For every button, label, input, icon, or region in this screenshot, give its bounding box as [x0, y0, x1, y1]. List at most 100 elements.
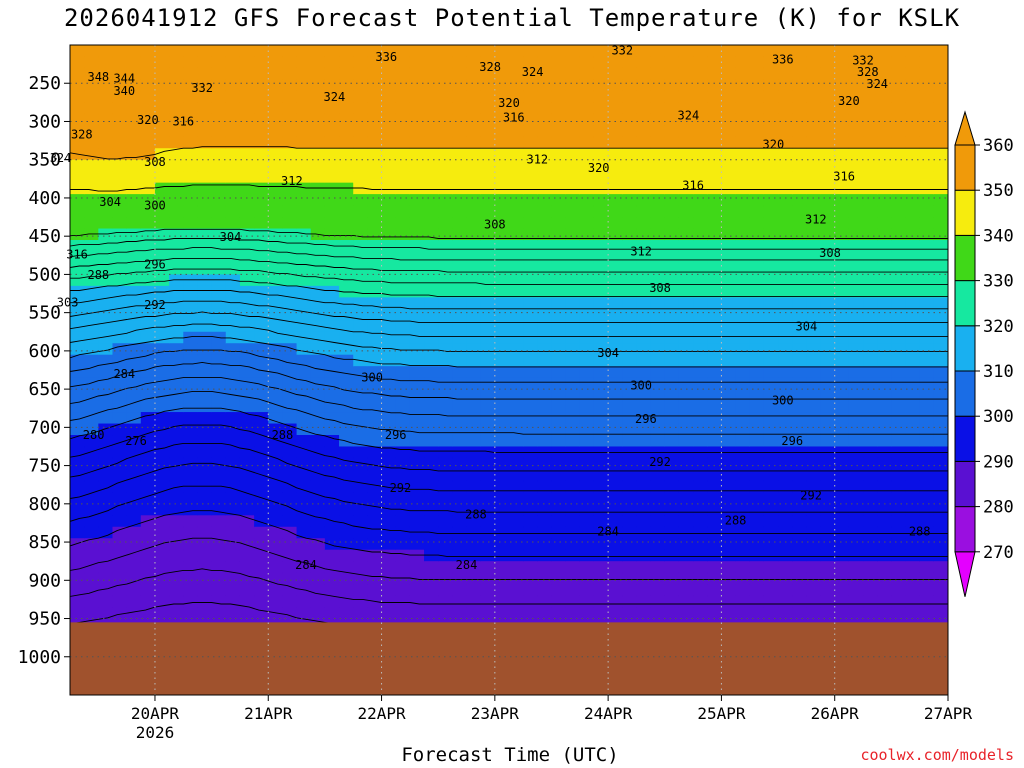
field-cell	[509, 171, 524, 184]
field-cell	[579, 595, 595, 608]
field-cell	[84, 354, 99, 367]
credit-link[interactable]: coolwx.com/models	[860, 746, 1014, 764]
field-cell	[310, 205, 326, 218]
field-cell	[424, 251, 439, 264]
field-cell	[353, 56, 368, 69]
field-cell	[239, 228, 255, 241]
field-cell	[650, 205, 666, 218]
field-cell	[905, 228, 921, 241]
contour-label: 280	[83, 428, 105, 442]
field-cell	[848, 228, 864, 241]
field-cell	[367, 182, 383, 195]
field-cell	[664, 136, 680, 149]
field-cell	[438, 412, 453, 425]
field-cell	[254, 251, 269, 264]
field-cell	[98, 194, 114, 207]
field-cell	[820, 526, 836, 539]
field-cell	[339, 182, 354, 195]
field-cell	[324, 595, 340, 608]
field-cell	[820, 148, 836, 161]
field-cell	[919, 102, 935, 115]
field-cell	[593, 584, 609, 597]
field-cell	[494, 79, 510, 92]
field-cell	[211, 102, 227, 115]
field-cell	[494, 297, 510, 310]
field-cell	[919, 549, 935, 562]
field-cell	[707, 515, 723, 528]
field-cell	[367, 251, 383, 264]
isentrope-line	[70, 247, 948, 261]
field-cell	[806, 274, 822, 287]
field-cell	[424, 228, 439, 241]
field-cell	[650, 538, 666, 551]
field-cell	[664, 297, 680, 310]
field-cell	[834, 400, 850, 413]
field-cell	[820, 412, 836, 425]
isentrope-line	[70, 311, 948, 337]
field-cell	[339, 423, 354, 436]
field-cell	[905, 194, 921, 207]
field-cell	[211, 538, 227, 551]
field-cell	[169, 366, 184, 379]
field-cell	[324, 297, 340, 310]
field-cell	[70, 457, 85, 471]
field-cell	[296, 595, 312, 608]
field-cell	[537, 148, 553, 161]
field-cell	[678, 538, 694, 551]
field-cell	[579, 90, 595, 103]
field-cell	[792, 102, 807, 115]
field-cell	[863, 159, 878, 172]
field-cell	[650, 113, 666, 126]
field-cell	[834, 90, 850, 103]
field-cell	[140, 274, 156, 287]
field-cell	[494, 515, 510, 528]
field-cell	[848, 412, 864, 425]
field-cell	[650, 515, 666, 528]
field-cell	[707, 171, 723, 184]
isentrope-line	[70, 238, 948, 250]
field-cell	[438, 285, 453, 298]
field-cell	[112, 366, 128, 379]
field-cell	[480, 194, 496, 207]
field-cell	[721, 194, 737, 207]
field-cell	[438, 205, 453, 218]
field-cell	[735, 366, 751, 379]
field-cell	[254, 45, 269, 58]
colorbar-label: 290	[983, 452, 1014, 472]
field-cell	[664, 159, 680, 172]
field-cell	[523, 584, 538, 597]
field-cell	[169, 297, 184, 310]
field-cell	[480, 125, 496, 138]
field-cell	[395, 228, 411, 241]
field-cell	[197, 113, 213, 126]
field-cell	[891, 549, 907, 562]
field-cell	[409, 79, 425, 92]
field-cell	[225, 251, 241, 264]
field-cell	[169, 595, 184, 608]
field-cell	[636, 377, 652, 390]
field-cell	[112, 274, 128, 287]
field-cell	[324, 56, 340, 69]
field-cell	[919, 595, 935, 608]
field-cell	[778, 377, 793, 390]
colorbar-label: 360	[983, 136, 1014, 156]
field-cell	[721, 125, 737, 138]
field-cell	[395, 343, 411, 356]
field-cell	[933, 538, 948, 551]
field-cell	[112, 148, 128, 161]
field-cell	[183, 90, 199, 103]
field-cell	[735, 113, 751, 126]
field-cell	[310, 561, 326, 574]
field-cell	[381, 389, 397, 402]
field-cell	[452, 45, 468, 58]
field-cell	[919, 262, 935, 276]
y-tick-label: 900	[28, 570, 61, 591]
field-cell	[339, 148, 354, 161]
field-cell	[353, 274, 368, 287]
field-cell	[381, 136, 397, 149]
field-cell	[70, 113, 85, 126]
field-cell	[268, 538, 284, 551]
field-cell	[353, 308, 368, 321]
field-cell	[409, 595, 425, 608]
field-cell	[721, 148, 737, 161]
